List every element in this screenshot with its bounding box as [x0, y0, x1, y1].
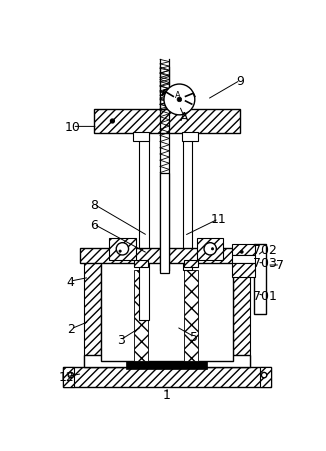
Bar — [233, 262, 250, 367]
Circle shape — [68, 373, 74, 378]
Bar — [63, 367, 271, 387]
Circle shape — [241, 251, 243, 253]
Bar — [139, 133, 149, 321]
Text: 701: 701 — [253, 290, 277, 303]
Bar — [232, 263, 255, 277]
Text: 9: 9 — [236, 74, 244, 87]
Bar — [260, 367, 271, 387]
Circle shape — [111, 120, 114, 124]
Text: 5: 5 — [190, 331, 198, 343]
Bar — [84, 355, 250, 367]
Text: 10: 10 — [65, 120, 80, 133]
Bar — [126, 361, 207, 369]
Text: A: A — [180, 110, 188, 124]
Circle shape — [261, 373, 267, 378]
Circle shape — [164, 85, 195, 115]
Circle shape — [177, 98, 182, 102]
Text: 6: 6 — [90, 218, 98, 231]
Text: 12: 12 — [58, 370, 74, 383]
Bar — [133, 133, 149, 142]
Text: 7: 7 — [276, 259, 284, 272]
Bar — [94, 110, 240, 133]
Bar — [80, 249, 253, 264]
Text: 4: 4 — [66, 275, 74, 288]
Bar — [109, 239, 136, 260]
Text: 8: 8 — [90, 198, 98, 211]
Circle shape — [119, 250, 121, 253]
Text: 3: 3 — [117, 333, 125, 346]
Text: 1: 1 — [163, 388, 171, 401]
Bar — [160, 173, 170, 273]
Text: 702: 702 — [253, 244, 277, 257]
Circle shape — [204, 243, 216, 255]
Text: A: A — [175, 91, 181, 100]
Bar — [232, 244, 255, 255]
Circle shape — [116, 243, 128, 255]
Bar — [232, 255, 255, 263]
Bar — [84, 262, 101, 367]
Text: 703: 703 — [253, 257, 277, 270]
Bar — [63, 367, 74, 387]
Text: 11: 11 — [211, 213, 227, 226]
Bar — [183, 133, 198, 142]
Bar — [101, 262, 233, 361]
Circle shape — [211, 248, 214, 250]
Bar — [134, 271, 148, 361]
Text: 2: 2 — [67, 322, 75, 336]
Bar — [134, 260, 148, 268]
Bar — [197, 239, 223, 260]
Bar — [184, 260, 198, 268]
Bar — [183, 133, 192, 271]
Bar — [254, 244, 266, 314]
Bar — [184, 271, 198, 361]
